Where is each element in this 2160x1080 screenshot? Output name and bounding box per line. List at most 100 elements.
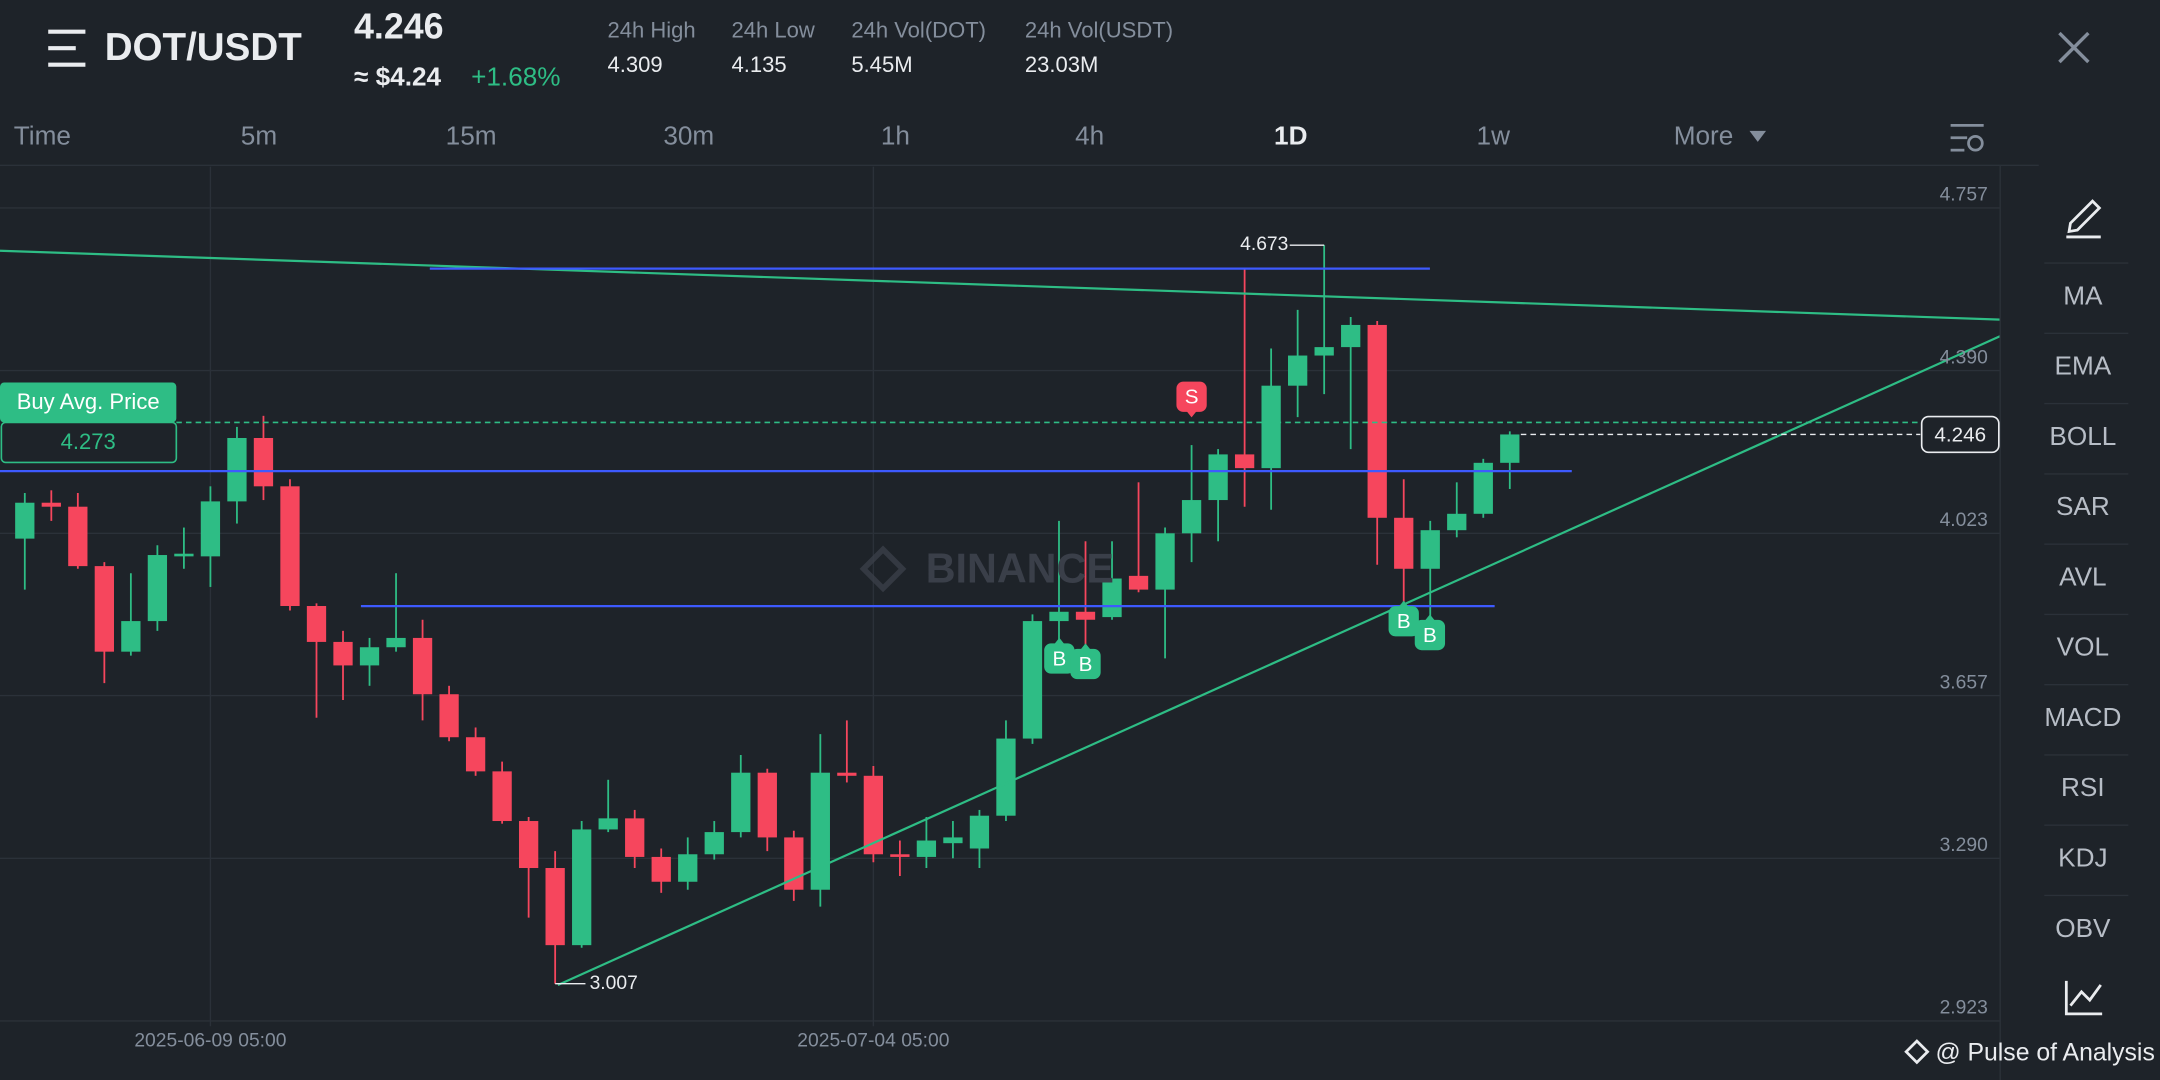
change: +1.68% [471, 61, 560, 91]
pencil [2067, 199, 2102, 234]
candle-body [863, 775, 884, 855]
candle-body [1234, 454, 1255, 469]
signal-pointer [1053, 637, 1065, 645]
candle-body [1420, 530, 1440, 569]
chart-settings-icon[interactable] [1950, 123, 1984, 152]
close-stroke [2058, 31, 2090, 64]
candle-body [1075, 611, 1096, 620]
candle-body [518, 821, 539, 869]
indicator[interactable]: AVL [2059, 561, 2107, 591]
last-price-box [1920, 415, 2000, 454]
candle-body [306, 606, 327, 642]
interval-tab[interactable]: 15m [446, 121, 497, 151]
drawings [0, 249, 2001, 986]
indicator[interactable]: OBV [2055, 913, 2111, 943]
interval-tab[interactable]: 30m [663, 121, 714, 151]
interval-tab[interactable]: 4h [1075, 121, 1104, 151]
indicator[interactable]: BOLL [2049, 421, 2116, 451]
low-label: 3.007 [590, 973, 638, 994]
candle-body [492, 771, 512, 822]
signal-label: S [1185, 386, 1199, 409]
candle-body [996, 738, 1016, 816]
candle-body [386, 637, 406, 648]
candle-body [890, 854, 910, 857]
candle-body [1341, 324, 1361, 348]
candle-body [810, 772, 830, 890]
draw-tool-icon[interactable] [2066, 199, 2102, 239]
icon-axis [2064, 980, 2103, 1016]
pair[interactable]: DOT/USDT [105, 26, 303, 69]
trend-line [557, 335, 2001, 986]
stat-label: 24h Vol(USDT) [1025, 18, 1173, 43]
x-tick-label: 2025-06-09 05:00 [134, 1031, 286, 1052]
indicator[interactable]: KDJ [2058, 842, 2107, 872]
high-label: 4.673 [1240, 234, 1288, 255]
candle-body [1394, 517, 1414, 569]
credit-logo [1904, 1039, 1930, 1065]
candle-body [147, 555, 168, 622]
candle-body [651, 856, 671, 882]
last-price-label: 4.246 [1934, 423, 1986, 446]
candle-body [1500, 434, 1520, 463]
candle-body [439, 694, 459, 738]
signal-badge [1070, 648, 1101, 680]
buy-avg-title: Buy Avg. Price [17, 389, 160, 414]
indicator[interactable]: RSI [2061, 772, 2105, 802]
candle-body [1473, 462, 1493, 514]
indicator[interactable]: SAR [2056, 491, 2110, 521]
y-tick-label: 3.290 [1940, 835, 1988, 856]
menu-icon[interactable] [48, 29, 86, 67]
signal-pointer [1398, 600, 1410, 608]
interval-tab[interactable]: Time [14, 121, 71, 151]
signal-pointer [1186, 410, 1198, 418]
signal-label: B [1423, 624, 1437, 647]
close-button[interactable] [2058, 31, 2090, 64]
interval-tab[interactable]: 1w [1477, 121, 1511, 151]
candle-body [1102, 578, 1122, 618]
candle-body [94, 566, 114, 652]
candle-body [412, 637, 433, 695]
candle-body [943, 837, 963, 844]
price-usd: ≈ $4.24 [354, 61, 442, 91]
candle-body [1181, 500, 1202, 534]
stat-label: 24h Low [731, 18, 814, 43]
price-chart [0, 166, 2001, 1027]
candle-body [333, 641, 353, 666]
candle-body [572, 829, 592, 946]
candle-body [253, 437, 274, 487]
candle-body [227, 437, 247, 502]
candle-body [1022, 621, 1043, 739]
logo-diamond [859, 545, 907, 593]
candle-body [545, 868, 565, 946]
stat-value: 4.309 [608, 52, 663, 77]
indicator[interactable]: EMA [2055, 351, 2112, 381]
interval-tab[interactable]: More [1674, 121, 1734, 151]
interval-tab[interactable]: 5m [241, 121, 277, 151]
candle-body [1447, 513, 1467, 531]
candle-body [15, 502, 35, 539]
candle-body [1208, 454, 1228, 501]
indicator[interactable]: MA [2063, 280, 2103, 310]
candle-body [1049, 611, 1069, 622]
y-tick-label: 3.657 [1940, 672, 1988, 693]
chart-type-icon[interactable] [2064, 980, 2103, 1016]
candle-body [625, 818, 645, 857]
candle-body [837, 772, 857, 776]
indicator-panel: MA EMA BOLL SAR AVL VOL MACD RSI KDJ OBV [2044, 262, 2129, 943]
interval-tab[interactable]: 1h [881, 121, 910, 151]
candle-body [465, 737, 486, 772]
indicator[interactable]: VOL [2057, 632, 2109, 662]
signal-badge [1176, 381, 1207, 412]
logo-diamond [1904, 1039, 1930, 1065]
stat-label: 24h High [608, 18, 696, 43]
candle-body [969, 815, 990, 849]
trend-line [0, 249, 2001, 321]
interval-tab[interactable]: 1D [1274, 121, 1307, 151]
buy-avg-header [0, 382, 177, 423]
signal-label: B [1052, 647, 1066, 670]
signal-label: B [1397, 610, 1411, 633]
indicator[interactable]: MACD [2044, 702, 2121, 732]
x-tick-label: 2025-07-04 05:00 [797, 1031, 949, 1052]
